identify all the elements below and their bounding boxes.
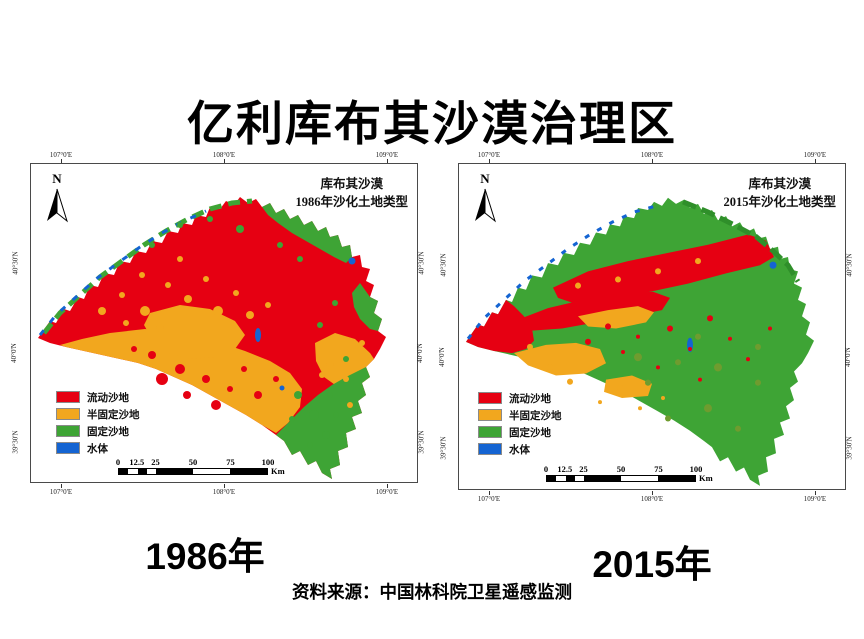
lat-label: 40°30'N <box>439 253 448 277</box>
compass-icon <box>47 188 68 223</box>
scalebar-tick: 0 <box>115 457 121 467</box>
legend-swatch-water <box>478 443 502 455</box>
north-arrow-2015: N <box>472 171 498 228</box>
lon-label: 109°0'E <box>803 495 827 503</box>
legend-label: 流动沙地 <box>509 393 551 405</box>
legend-item: 半固定沙地 <box>56 408 140 421</box>
water-bodies-1986 <box>255 257 356 391</box>
legend-label: 半固定沙地 <box>87 409 140 421</box>
lon-label: 109°0'E <box>375 488 399 496</box>
legend-swatch-fixed-sand <box>478 426 502 438</box>
legend-item: 流动沙地 <box>478 392 562 405</box>
lat-label: 40°0'N <box>9 342 18 363</box>
scalebar-bar <box>118 468 268 475</box>
map-title-1986: 库布其沙漠 1986年沙化土地类型 <box>295 175 408 211</box>
legend-item: 流动沙地 <box>56 391 140 404</box>
scalebar-tick: 100 <box>689 464 703 474</box>
lon-label: 108°0'E <box>640 151 664 159</box>
legend-item: 固定沙地 <box>478 426 562 439</box>
caption-1986: 1986年 <box>145 536 265 577</box>
lat-label: 40°0'N <box>843 346 852 367</box>
scalebar-1986: 0 12.5 25 50 75 100 Km <box>115 457 285 476</box>
compass-icon <box>475 188 496 223</box>
scalebar-tick: 75 <box>654 464 663 474</box>
scalebar-tick: 50 <box>188 457 198 467</box>
scalebar-tick: 75 <box>226 457 235 467</box>
lon-label: 108°0'E <box>212 151 236 159</box>
lat-label: 40°30'N <box>11 251 20 275</box>
legend-2015: 流动沙地 半固定沙地 固定沙地 水体 <box>478 392 562 460</box>
source-note: 资料来源：中国林科院卫星遥感监测 <box>292 582 572 602</box>
map-title-line1: 库布其沙漠 <box>320 177 383 191</box>
caption-2015: 2015年 <box>592 544 712 585</box>
legend-label: 水体 <box>509 444 530 456</box>
scalebar-tick: 50 <box>616 464 626 474</box>
legend-item: 半固定沙地 <box>478 409 562 422</box>
river-rim-2015 <box>466 199 801 340</box>
river-rim-1986 <box>38 198 253 336</box>
scalebar-tick: 100 <box>261 457 275 467</box>
lat-label: 39°30'N <box>11 430 20 454</box>
scalebar-tick: 12.5 <box>557 464 573 474</box>
legend-item: 水体 <box>56 442 140 455</box>
lon-label: 107°0'E <box>49 151 73 159</box>
map-panel-2015: N 库布其沙漠 2015年沙化土地类型 流动沙地 半固定沙地 固定沙地 水体 0 <box>438 151 854 503</box>
scalebar-bar <box>546 475 696 482</box>
scalebar-numbers: 0 12.5 25 50 75 100 <box>115 457 275 467</box>
desert-map-2015 <box>466 197 814 486</box>
legend-1986: 流动沙地 半固定沙地 固定沙地 水体 <box>56 391 140 459</box>
map-texture-1986 <box>98 216 365 448</box>
legend-label: 固定沙地 <box>87 426 129 438</box>
scalebar-unit: Km <box>271 466 285 476</box>
lon-label: 109°0'E <box>803 151 827 159</box>
scalebar-2015: 0 12.5 25 50 75 100 Km <box>543 464 713 483</box>
lon-label: 107°0'E <box>477 151 501 159</box>
lat-label: 39°30'N <box>439 436 448 460</box>
legend-label: 固定沙地 <box>509 427 551 439</box>
lon-label: 107°0'E <box>49 488 73 496</box>
map-title-2015: 库布其沙漠 2015年沙化土地类型 <box>723 175 836 211</box>
lat-label: 40°30'N <box>417 251 426 275</box>
legend-swatch-semifixed-sand <box>56 408 80 420</box>
scalebar-numbers: 0 12.5 25 50 75 100 <box>543 464 703 474</box>
legend-label: 流动沙地 <box>87 392 129 404</box>
lon-label: 107°0'E <box>477 495 501 503</box>
scalebar-tick: 0 <box>543 464 549 474</box>
scalebar-tick: 25 <box>579 464 588 474</box>
map-title-line1: 库布其沙漠 <box>748 177 811 191</box>
legend-swatch-semifixed-sand <box>478 409 502 421</box>
region-fixed-1986 <box>262 203 382 479</box>
region-shifting-sand-2015 <box>466 234 774 354</box>
legend-swatch-fixed-sand <box>56 425 80 437</box>
page-title: 亿利库布其沙漠治理区 <box>187 97 677 151</box>
legend-item: 水体 <box>478 443 562 456</box>
lat-label: 39°30'N <box>845 436 854 460</box>
map-panel-1986: N 库布其沙漠 1986年沙化土地类型 流动沙地 半固定沙地 固定沙地 水体 0 <box>10 151 426 496</box>
map-title-line2: 2015年沙化土地类型 <box>723 195 836 210</box>
lon-label: 108°0'E <box>640 495 664 503</box>
lon-label: 109°0'E <box>375 151 399 159</box>
lat-label: 40°0'N <box>437 346 446 367</box>
north-label: N <box>52 171 62 186</box>
legend-swatch-water <box>56 442 80 454</box>
north-label: N <box>480 171 490 186</box>
lat-label: 40°0'N <box>415 342 424 363</box>
lat-label: 39°30'N <box>417 430 426 454</box>
legend-swatch-shifting-sand <box>56 391 80 403</box>
lon-label: 108°0'E <box>212 488 236 496</box>
scalebar-unit: Km <box>699 473 713 483</box>
map-title-line2: 1986年沙化土地类型 <box>295 195 408 210</box>
desert-map-1986 <box>38 197 386 479</box>
north-arrow-1986: N <box>44 171 70 228</box>
legend-swatch-shifting-sand <box>478 392 502 404</box>
lat-label: 40°30'N <box>845 253 854 277</box>
map-texture-2015 <box>527 258 772 432</box>
legend-label: 半固定沙地 <box>509 410 562 422</box>
legend-label: 水体 <box>87 443 108 455</box>
scalebar-tick: 25 <box>151 457 160 467</box>
legend-item: 固定沙地 <box>56 425 140 438</box>
region-semifixed-2015 <box>514 306 654 399</box>
scalebar-tick: 12.5 <box>129 457 145 467</box>
